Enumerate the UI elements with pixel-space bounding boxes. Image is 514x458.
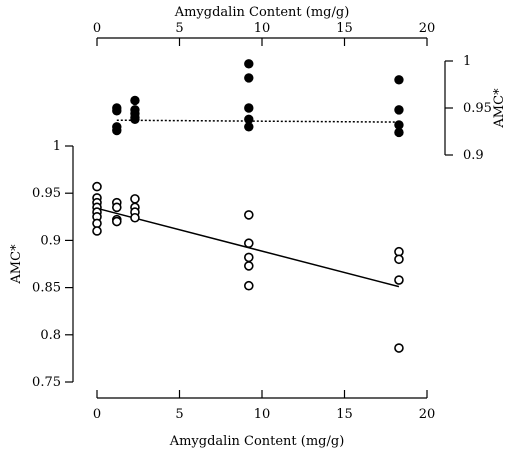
bottom-y-tick-label: 0.75 — [32, 375, 61, 390]
bottom-data-point — [394, 254, 404, 265]
bottom-data-point — [244, 252, 254, 263]
top-x-axis-title: Amygdalin Content (mg/g) — [174, 5, 350, 20]
bottom-x-tick-label: 20 — [419, 407, 436, 422]
top-data-point — [130, 95, 140, 106]
bottom-data-point — [112, 202, 122, 213]
bottom-panel: 0.75 0.8 0.85 0.9 0.95 1 AMC* 0 5 10 15 20 Amygdalin… — [9, 139, 435, 449]
top-x-tick-label: 5 — [175, 21, 183, 36]
bottom-data-point — [244, 261, 254, 271]
bottom-data-point — [394, 343, 404, 353]
bottom-data-point — [92, 181, 102, 192]
top-panel: 0 5 10 15 20 Amygdalin Content (mg/g) 0.9 0.95 1… — [93, 5, 507, 163]
bottom-data-point — [244, 280, 254, 291]
top-data-point — [130, 114, 140, 124]
bottom-x-axis-title: Amygdalin Content (mg/g) — [169, 434, 345, 449]
bottom-y-axis-title: AMC* — [9, 244, 24, 285]
bottom-x-tick-label: 10 — [254, 407, 271, 422]
top-y-tick-label: 1 — [463, 54, 471, 69]
top-y-axis-title: AMC* — [492, 88, 507, 129]
top-x-tick-label: 0 — [93, 21, 101, 36]
bottom-y-tick-label: 1 — [53, 139, 61, 154]
top-x-tick-label: 10 — [254, 21, 271, 36]
top-data-point — [244, 122, 254, 132]
bottom-data-point — [244, 210, 254, 220]
bottom-data-point — [112, 216, 122, 227]
bottom-y-tick-label: 0.95 — [32, 186, 61, 201]
top-x-tick-label: 15 — [336, 21, 353, 36]
top-data-point — [394, 105, 404, 115]
top-data-point — [244, 73, 254, 83]
bottom-x-tick-label: 15 — [336, 407, 353, 422]
top-y-tick-label: 0.9 — [463, 148, 484, 163]
bottom-y-tick-label: 0.85 — [32, 281, 61, 296]
top-data-point — [244, 59, 254, 69]
top-x-tick-label: 20 — [419, 21, 436, 36]
top-data-point — [112, 103, 122, 113]
top-data-point — [394, 127, 404, 138]
bottom-x-tick-label: 0 — [93, 407, 101, 422]
bottom-data-point — [244, 238, 254, 249]
top-fit-line — [116, 119, 399, 123]
bottom-x-tick-label: 5 — [175, 407, 183, 422]
bottom-data-point — [130, 212, 140, 223]
top-data-point — [394, 75, 404, 85]
bottom-y-tick-label: 0.8 — [40, 328, 61, 343]
bottom-y-tick-label: 0.9 — [40, 233, 61, 248]
top-y-tick-label: 0.95 — [463, 101, 492, 116]
bottom-data-point — [394, 275, 404, 285]
top-data-point — [244, 103, 254, 113]
bottom-data-point — [92, 226, 102, 236]
bottom-data-point — [130, 194, 140, 204]
top-data-point — [112, 125, 122, 136]
